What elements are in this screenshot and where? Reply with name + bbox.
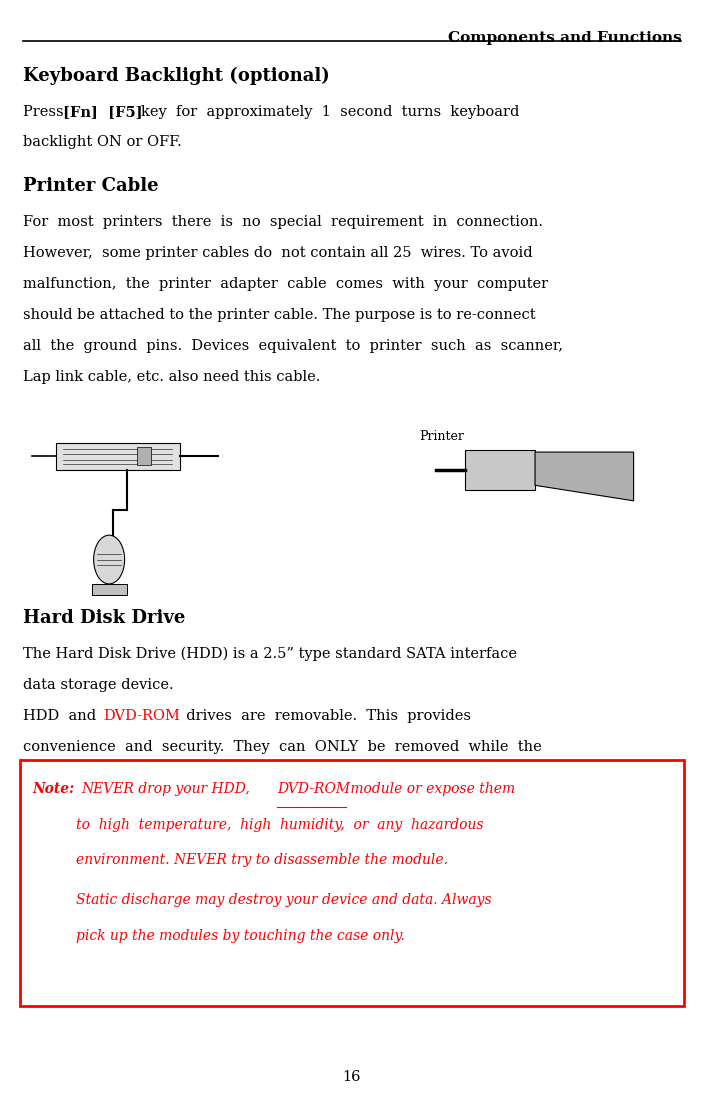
- Text: all  the  ground  pins.  Devices  equivalent  to  printer  such  as  scanner,: all the ground pins. Devices equivalent …: [23, 339, 562, 353]
- Text: 16: 16: [343, 1069, 361, 1084]
- Text: environment. NEVER try to disassemble the module.: environment. NEVER try to disassemble th…: [76, 853, 448, 868]
- FancyBboxPatch shape: [20, 760, 684, 1006]
- Text: backlight ON or OFF.: backlight ON or OFF.: [23, 135, 181, 150]
- Text: to  high  temperature,  high  humidity,  or  any  hazardous: to high temperature, high humidity, or a…: [76, 818, 484, 832]
- Text: For  most  printers  there  is  no  special  requirement  in  connection.: For most printers there is no special re…: [23, 215, 543, 229]
- Text: power is OFF.: power is OFF.: [23, 771, 125, 786]
- Text: DVD-ROM: DVD-ROM: [277, 782, 351, 797]
- Text: HDD  and: HDD and: [23, 709, 105, 724]
- Polygon shape: [137, 447, 151, 465]
- Text: Lap link cable, etc. also need this cable.: Lap link cable, etc. also need this cabl…: [23, 370, 320, 384]
- Polygon shape: [465, 450, 535, 490]
- Text: [Fn]  [F5]: [Fn] [F5]: [63, 105, 143, 120]
- Text: NEVER drop your HDD,: NEVER drop your HDD,: [82, 782, 255, 797]
- Text: Press: Press: [23, 105, 68, 120]
- Text: module or expose them: module or expose them: [346, 782, 515, 797]
- Text: data storage device.: data storage device.: [23, 678, 173, 692]
- Polygon shape: [92, 584, 127, 595]
- Text: Printer: Printer: [419, 430, 464, 443]
- Text: DVD-ROM: DVD-ROM: [103, 709, 180, 724]
- Text: drives  are  removable.  This  provides: drives are removable. This provides: [177, 709, 472, 724]
- Text: Note:: Note:: [32, 782, 75, 797]
- Text: Static discharge may destroy your device and data. Always: Static discharge may destroy your device…: [76, 893, 491, 907]
- Text: Components and Functions: Components and Functions: [448, 31, 681, 45]
- Text: pick up the modules by touching the case only.: pick up the modules by touching the case…: [76, 929, 405, 943]
- Text: Printer Cable: Printer Cable: [23, 177, 158, 195]
- Text: convenience  and  security.  They  can  ONLY  be  removed  while  the: convenience and security. They can ONLY …: [23, 740, 541, 755]
- Text: Hard Disk Drive: Hard Disk Drive: [23, 609, 185, 627]
- Text: key  for  approximately  1  second  turns  keyboard: key for approximately 1 second turns key…: [141, 105, 519, 120]
- Polygon shape: [56, 443, 180, 470]
- Text: Keyboard Backlight (optional): Keyboard Backlight (optional): [23, 66, 329, 84]
- Text: should be attached to the printer cable. The purpose is to re-connect: should be attached to the printer cable.…: [23, 308, 535, 322]
- Circle shape: [94, 535, 125, 584]
- Text: However,  some printer cables do  not contain all 25  wires. To avoid: However, some printer cables do not cont…: [23, 246, 532, 260]
- Text: The Hard Disk Drive (HDD) is a 2.5” type standard SATA interface: The Hard Disk Drive (HDD) is a 2.5” type…: [23, 647, 517, 661]
- Text: malfunction,  the  printer  adapter  cable  comes  with  your  computer: malfunction, the printer adapter cable c…: [23, 277, 548, 291]
- Polygon shape: [535, 452, 634, 501]
